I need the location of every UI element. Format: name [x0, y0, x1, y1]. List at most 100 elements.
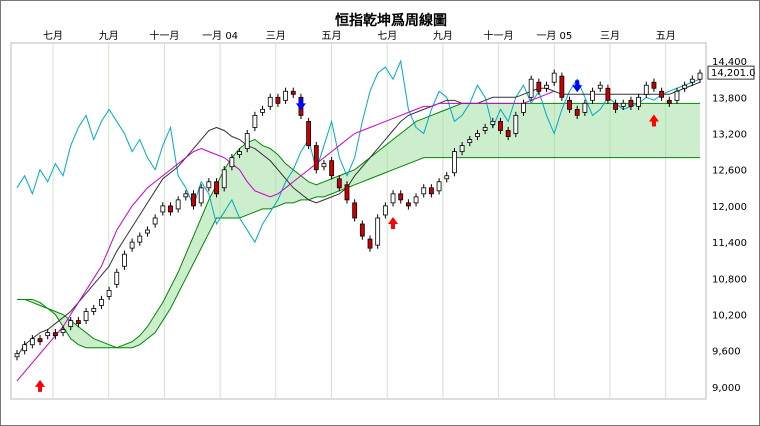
down-arrow	[572, 80, 583, 93]
candle-body	[137, 235, 143, 243]
x-tick-label: 十一月	[149, 29, 179, 42]
up-arrow	[388, 217, 399, 230]
candle-body	[321, 163, 327, 168]
candle-body	[475, 133, 480, 137]
x-tick-label: 五月	[656, 30, 676, 42]
candle-body	[513, 115, 519, 134]
candle-body	[267, 96, 273, 107]
candle-body	[620, 102, 626, 107]
y-tick-label: 12,000	[712, 202, 747, 213]
kijun-line	[16, 81, 701, 358]
y-tick-label: 12,600	[712, 166, 747, 177]
x-tick-label: 三月	[266, 30, 286, 42]
candle-body	[628, 99, 634, 107]
last-price-label: 14,201.0	[711, 68, 756, 79]
candle-body	[160, 205, 166, 213]
candle-body	[37, 338, 43, 343]
candle-body	[206, 181, 212, 189]
candle-body	[168, 205, 173, 213]
candle-body	[145, 229, 150, 234]
candle-body	[528, 78, 534, 98]
candle-body	[175, 199, 181, 210]
candle-body	[52, 332, 58, 337]
candle-body	[244, 133, 250, 149]
candle-body	[382, 205, 388, 216]
candle-body	[429, 187, 434, 195]
candle-body	[544, 84, 549, 89]
candle-body	[83, 311, 89, 321]
signal-arrows	[35, 80, 659, 392]
candle-body	[114, 271, 120, 285]
candle-body	[275, 96, 281, 104]
candle-body	[359, 223, 365, 237]
candle-body	[191, 193, 196, 207]
x-tick-label: 九月	[433, 30, 453, 42]
candle-body	[29, 338, 35, 346]
candle-body	[344, 184, 350, 201]
candle-body	[106, 289, 112, 297]
x-tick-label: 五月	[322, 30, 342, 42]
candle-body	[436, 181, 442, 192]
candle-body	[283, 90, 288, 101]
y-axis-labels: 9,000 9,600 10,200 10,800 11,400 12,000 12,600…	[707, 57, 756, 394]
candle-body	[666, 99, 672, 104]
x-tick-label: 九月	[99, 30, 119, 42]
candle-body	[697, 72, 703, 80]
candle-body	[405, 202, 411, 207]
y-tick-label: 9,000	[712, 383, 741, 394]
candle-body	[68, 320, 74, 327]
candle-body	[413, 196, 419, 204]
senkou-b-line	[17, 157, 700, 349]
candle-body	[636, 96, 642, 107]
candle-body	[597, 84, 603, 89]
candle-body	[521, 102, 526, 113]
chart-title: 恒指乾坤爲周線圖	[335, 12, 447, 29]
candle-body	[60, 329, 66, 334]
candle-body	[352, 202, 358, 219]
candle-body	[682, 84, 688, 89]
candle-body	[183, 193, 189, 198]
candle-body	[14, 353, 20, 358]
candle-body	[91, 308, 97, 312]
candle-body	[75, 320, 81, 324]
x-tick-label: 一月 04	[202, 30, 238, 42]
plot-border	[10, 42, 707, 400]
candle-body	[590, 90, 595, 101]
candle-body	[551, 72, 557, 83]
candle-body	[674, 90, 680, 101]
candle-body	[329, 160, 335, 177]
candle-body	[152, 217, 158, 225]
candle-body	[237, 151, 242, 156]
candle-body	[574, 108, 580, 116]
lagging-line	[16, 90, 555, 382]
candle-body	[536, 81, 542, 92]
x-axis-labels: 七月 九月 十一月 一月 04 三月 五月 七月 九月 十一月 一月 05 三月 五月	[43, 29, 676, 42]
y-tick-label: 9,600	[712, 347, 741, 358]
candle-body	[643, 84, 649, 95]
x-tick-label: 七月	[377, 30, 397, 42]
candle-body	[336, 178, 342, 189]
down-arrow	[295, 98, 306, 111]
candle-body	[45, 332, 51, 337]
candle-body	[229, 157, 235, 168]
x-tick-label: 十一月	[484, 29, 514, 42]
candle-body	[390, 193, 396, 204]
candle-body	[459, 145, 465, 153]
candle-body	[567, 99, 572, 110]
ichimoku-cloud	[17, 103, 700, 348]
candle-body	[99, 299, 104, 306]
up-arrow	[648, 114, 659, 127]
candle-body	[398, 193, 404, 201]
y-tick-label: 10,200	[712, 311, 747, 322]
candle-body	[306, 121, 312, 146]
candle-body	[313, 145, 319, 171]
candles	[14, 69, 703, 361]
tenkan-line	[16, 59, 701, 244]
grid-lines	[10, 42, 707, 400]
candle-body	[582, 102, 588, 113]
candle-body	[22, 344, 28, 352]
y-tick-label: 13,200	[712, 130, 747, 141]
candle-body	[122, 253, 127, 267]
